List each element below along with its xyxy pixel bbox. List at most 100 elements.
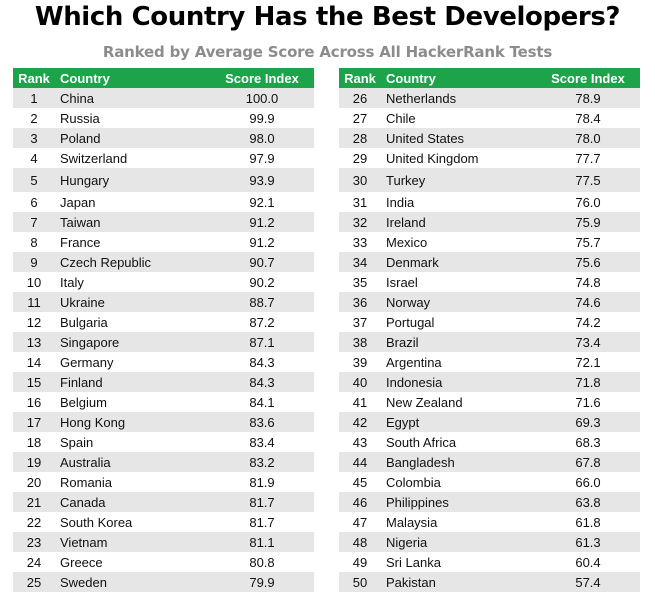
country-cell: Ireland bbox=[381, 212, 536, 232]
table-row: 50 Pakistan 57.4 bbox=[339, 572, 640, 592]
country-cell: Denmark bbox=[381, 252, 536, 272]
rank-cell: 20 bbox=[13, 472, 55, 492]
rank-cell: 24 bbox=[13, 552, 55, 572]
score-cell: 69.3 bbox=[536, 412, 640, 432]
rank-cell: 36 bbox=[339, 292, 381, 312]
country-cell: Netherlands bbox=[381, 88, 536, 108]
table-row: 24 Greece 80.8 bbox=[13, 552, 314, 572]
country-cell: Italy bbox=[55, 272, 210, 292]
score-cell: 79.9 bbox=[210, 572, 314, 592]
rank-cell: 13 bbox=[13, 332, 55, 352]
rank-cell: 12 bbox=[13, 312, 55, 332]
score-cell: 83.6 bbox=[210, 412, 314, 432]
table-row: 11 Ukraine 88.7 bbox=[13, 292, 314, 312]
country-cell: Canada bbox=[55, 492, 210, 512]
rank-cell: 26 bbox=[339, 88, 381, 108]
table-row: 35 Israel 74.8 bbox=[339, 272, 640, 292]
table-row: 42 Egypt 69.3 bbox=[339, 412, 640, 432]
table-body-left: 1 China 100.0 2 Russia 99.9 3 Poland 98.0 4 Switze… bbox=[13, 88, 314, 592]
rank-cell: 38 bbox=[339, 332, 381, 352]
rank-cell: 9 bbox=[13, 252, 55, 272]
table-row: 31 India 76.0 bbox=[339, 192, 640, 212]
country-cell: Germany bbox=[55, 352, 210, 372]
table-row: 28 United States 78.0 bbox=[339, 128, 640, 148]
country-cell: Israel bbox=[381, 272, 536, 292]
rank-cell: 22 bbox=[13, 512, 55, 532]
rank-cell: 25 bbox=[13, 572, 55, 592]
score-cell: 61.8 bbox=[536, 512, 640, 532]
country-cell: Pakistan bbox=[381, 572, 536, 592]
table-row: 5 Hungary 93.9 bbox=[13, 168, 314, 192]
table-row: 19 Australia 83.2 bbox=[13, 452, 314, 472]
country-cell: Greece bbox=[55, 552, 210, 572]
score-cell: 78.9 bbox=[536, 88, 640, 108]
table-row: 32 Ireland 75.9 bbox=[339, 212, 640, 232]
table-row: 22 South Korea 81.7 bbox=[13, 512, 314, 532]
page-title: Which Country Has the Best Developers? bbox=[34, 2, 621, 32]
country-cell: Singapore bbox=[55, 332, 210, 352]
country-header: Country bbox=[55, 68, 210, 88]
rank-cell: 4 bbox=[13, 148, 55, 168]
score-cell: 74.2 bbox=[536, 312, 640, 332]
rank-cell: 10 bbox=[13, 272, 55, 292]
country-cell: Mexico bbox=[381, 232, 536, 252]
page-subtitle: Ranked by Average Score Across All Hacke… bbox=[102, 43, 553, 61]
country-cell: Bangladesh bbox=[381, 452, 536, 472]
score-cell: 74.8 bbox=[536, 272, 640, 292]
rank-cell: 43 bbox=[339, 432, 381, 452]
table-row: 8 France 91.2 bbox=[13, 232, 314, 252]
score-cell: 81.1 bbox=[210, 532, 314, 552]
score-cell: 57.4 bbox=[536, 572, 640, 592]
score-cell: 77.7 bbox=[536, 148, 640, 168]
score-cell: 91.2 bbox=[210, 212, 314, 232]
table-row: 49 Sri Lanka 60.4 bbox=[339, 552, 640, 572]
country-cell: Finland bbox=[55, 372, 210, 392]
country-cell: South Korea bbox=[55, 512, 210, 532]
score-cell: 84.3 bbox=[210, 352, 314, 372]
table-row: 30 Turkey 77.5 bbox=[339, 168, 640, 192]
country-cell: Philippines bbox=[381, 492, 536, 512]
table-row: 46 Philippines 63.8 bbox=[339, 492, 640, 512]
table-row: 9 Czech Republic 90.7 bbox=[13, 252, 314, 272]
table-row: 25 Sweden 79.9 bbox=[13, 572, 314, 592]
country-cell: India bbox=[381, 192, 536, 212]
rank-cell: 33 bbox=[339, 232, 381, 252]
score-cell: 60.4 bbox=[536, 552, 640, 572]
score-cell: 68.3 bbox=[536, 432, 640, 452]
score-header: Score Index bbox=[536, 68, 640, 88]
score-cell: 73.4 bbox=[536, 332, 640, 352]
country-cell: United Kingdom bbox=[381, 148, 536, 168]
table-row: 41 New Zealand 71.6 bbox=[339, 392, 640, 412]
table-row: 39 Argentina 72.1 bbox=[339, 352, 640, 372]
score-cell: 84.1 bbox=[210, 392, 314, 412]
rank-cell: 29 bbox=[339, 148, 381, 168]
table-row: 18 Spain 83.4 bbox=[13, 432, 314, 452]
rank-cell: 11 bbox=[13, 292, 55, 312]
table-row: 15 Finland 84.3 bbox=[13, 372, 314, 392]
rank-cell: 27 bbox=[339, 108, 381, 128]
rank-cell: 1 bbox=[13, 88, 55, 108]
rank-cell: 37 bbox=[339, 312, 381, 332]
rank-cell: 18 bbox=[13, 432, 55, 452]
table-row: 1 China 100.0 bbox=[13, 88, 314, 108]
country-cell: Ukraine bbox=[55, 292, 210, 312]
score-cell: 77.5 bbox=[536, 168, 640, 192]
table-row: 36 Norway 74.6 bbox=[339, 292, 640, 312]
table-row: 33 Mexico 75.7 bbox=[339, 232, 640, 252]
country-cell: Turkey bbox=[381, 168, 536, 192]
score-cell: 80.8 bbox=[210, 552, 314, 572]
rank-cell: 48 bbox=[339, 532, 381, 552]
ranking-table-left: Rank Country Score Index 1 China 100.0 2 Rus… bbox=[13, 68, 314, 592]
table-row: 38 Brazil 73.4 bbox=[339, 332, 640, 352]
table-row: 13 Singapore 87.1 bbox=[13, 332, 314, 352]
score-cell: 92.1 bbox=[210, 192, 314, 212]
country-cell: Czech Republic bbox=[55, 252, 210, 272]
score-cell: 81.7 bbox=[210, 512, 314, 532]
score-header: Score Index bbox=[210, 68, 314, 88]
score-cell: 66.0 bbox=[536, 472, 640, 492]
score-cell: 78.4 bbox=[536, 108, 640, 128]
table-row: 6 Japan 92.1 bbox=[13, 192, 314, 212]
score-cell: 74.6 bbox=[536, 292, 640, 312]
rank-cell: 47 bbox=[339, 512, 381, 532]
rank-cell: 44 bbox=[339, 452, 381, 472]
